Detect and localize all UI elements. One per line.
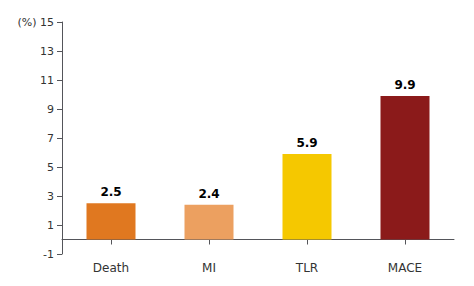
svg-text:2.5: 2.5 (100, 185, 121, 199)
svg-text:9.9: 9.9 (394, 78, 415, 92)
svg-text:(%) 15: (%) 15 (17, 16, 54, 29)
svg-text:11: 11 (40, 74, 54, 87)
svg-text:TLR: TLR (295, 261, 318, 275)
svg-text:1: 1 (47, 219, 54, 232)
svg-text:7: 7 (47, 132, 54, 145)
svg-text:2.4: 2.4 (198, 187, 219, 201)
svg-text:13: 13 (40, 45, 54, 58)
svg-text:MACE: MACE (388, 261, 422, 275)
svg-text:3: 3 (47, 190, 54, 203)
svg-text:-1: -1 (43, 248, 54, 261)
svg-text:MI: MI (202, 261, 216, 275)
svg-text:9: 9 (47, 103, 54, 116)
svg-text:Death: Death (93, 261, 129, 275)
svg-text:5.9: 5.9 (296, 136, 317, 150)
svg-text:5: 5 (47, 161, 54, 174)
